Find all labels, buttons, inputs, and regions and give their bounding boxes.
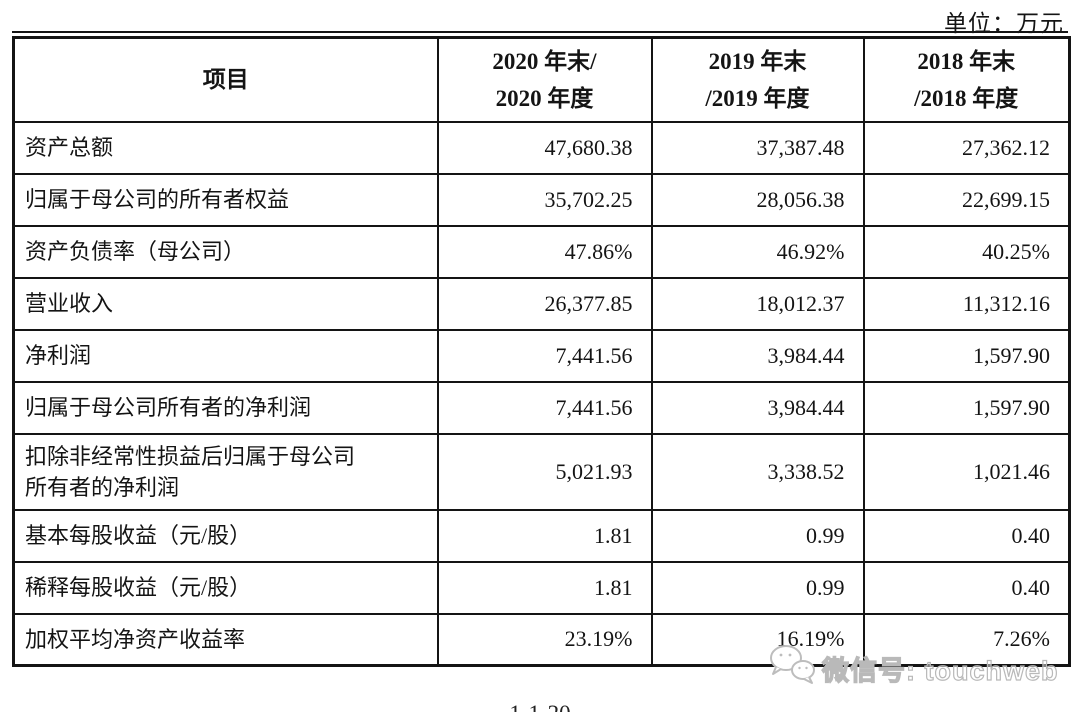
watermark-text: 微信号: touchweb (821, 655, 1059, 686)
col-header-2019: 2019 年末 /2019 年度 (650, 36, 865, 123)
col-header-item-label: 项目 (202, 67, 249, 93)
row-label: 营业收入 (12, 276, 439, 331)
row-value-2020: 23.19% (436, 612, 653, 667)
page-number: 1-1-20 (0, 701, 1080, 712)
col-header-2019-line2: /2019 年度 (705, 85, 810, 111)
table-row: 归属于母公司的所有者权益 35,702.25 28,056.38 22,699.… (12, 172, 1071, 227)
row-value-2019: 37,387.48 (650, 120, 865, 175)
col-header-2019-line1: 2019 年末 (708, 48, 807, 74)
table-header-row: 项目 2020 年末/ 2020 年度 2019 年末 /2019 年度 201… (12, 36, 1071, 123)
row-value-2018: 1,021.46 (862, 432, 1071, 511)
row-label: 归属于母公司所有者的净利润 (12, 380, 439, 435)
row-value-2020: 7,441.56 (436, 328, 653, 383)
row-value-2018: 7.26% (862, 612, 1071, 667)
row-label: 归属于母公司的所有者权益 (12, 172, 439, 227)
col-header-2018: 2018 年末 /2018 年度 (862, 36, 1071, 123)
row-value-2019: 28,056.38 (650, 172, 865, 227)
row-value-2018: 0.40 (862, 508, 1071, 563)
row-value-2019: 18,012.37 (650, 276, 865, 331)
col-header-2020-line2: 2020 年度 (495, 85, 594, 111)
row-value-2020: 5,021.93 (436, 432, 653, 511)
row-label: 稀释每股收益（元/股） (12, 560, 439, 615)
row-value-2020: 26,377.85 (436, 276, 653, 331)
table-row: 营业收入 26,377.85 18,012.37 11,312.16 (12, 276, 1071, 331)
col-header-item: 项目 (12, 36, 439, 123)
row-value-2020: 1.81 (436, 560, 653, 615)
wechat-watermark: 微信号: touchweb (766, 642, 1059, 695)
row-label: 加权平均净资产收益率 (12, 612, 439, 667)
row-label: 净利润 (12, 328, 439, 383)
col-header-2020-line1: 2020 年末/ (492, 48, 597, 74)
financial-table: 项目 2020 年末/ 2020 年度 2019 年末 /2019 年度 201… (12, 36, 1071, 667)
row-label: 资产总额 (12, 120, 439, 175)
table-row: 净利润 7,441.56 3,984.44 1,597.90 (12, 328, 1071, 383)
row-value-2018: 1,597.90 (862, 328, 1071, 383)
row-label: 资产负债率（母公司） (12, 224, 439, 279)
row-value-2020: 47.86% (436, 224, 653, 279)
table-row: 归属于母公司所有者的净利润 7,441.56 3,984.44 1,597.90 (12, 380, 1071, 435)
table-row: 资产总额 47,680.38 37,387.48 27,362.12 (12, 120, 1071, 175)
row-value-2018: 1,597.90 (862, 380, 1071, 435)
row-value-2019: 0.99 (650, 560, 865, 615)
row-value-2018: 11,312.16 (862, 276, 1071, 331)
row-value-2019: 3,984.44 (650, 328, 865, 383)
row-value-2019: 3,984.44 (650, 380, 865, 435)
row-value-2018: 22,699.15 (862, 172, 1071, 227)
wechat-icon (766, 642, 818, 695)
row-value-2019: 46.92% (650, 224, 865, 279)
row-label: 扣除非经常性损益后归属于母公司 所有者的净利润 (12, 432, 439, 511)
row-value-2020: 35,702.25 (436, 172, 653, 227)
financial-summary-table: 项目 2020 年末/ 2020 年度 2019 年末 /2019 年度 201… (12, 31, 1071, 667)
table-row: 稀释每股收益（元/股） 1.81 0.99 0.40 (12, 560, 1071, 615)
row-value-2020: 7,441.56 (436, 380, 653, 435)
row-value-2018: 40.25% (862, 224, 1071, 279)
row-value-2020: 47,680.38 (436, 120, 653, 175)
row-value-2020: 1.81 (436, 508, 653, 563)
col-header-2018-line2: /2018 年度 (914, 85, 1019, 111)
table-row: 资产负债率（母公司） 47.86% 46.92% 40.25% (12, 224, 1071, 279)
row-value-2019: 0.99 (650, 508, 865, 563)
col-header-2018-line1: 2018 年末 (917, 48, 1016, 74)
row-value-2018: 0.40 (862, 560, 1071, 615)
table-row: 扣除非经常性损益后归属于母公司 所有者的净利润 5,021.93 3,338.5… (12, 432, 1071, 511)
row-value-2018: 27,362.12 (862, 120, 1071, 175)
table-row: 基本每股收益（元/股） 1.81 0.99 0.40 (12, 508, 1071, 563)
row-label: 基本每股收益（元/股） (12, 508, 439, 563)
col-header-2020: 2020 年末/ 2020 年度 (436, 36, 653, 123)
row-value-2019: 3,338.52 (650, 432, 865, 511)
